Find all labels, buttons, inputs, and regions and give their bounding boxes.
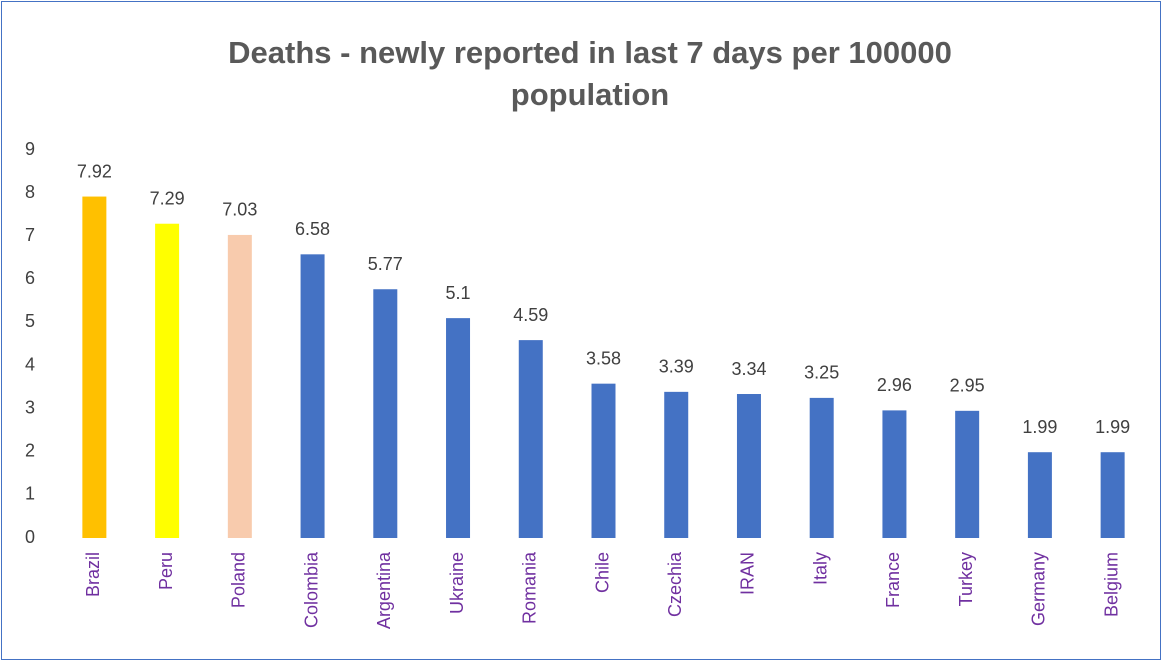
x-tick-label: Argentina [374,551,394,629]
data-label: 5.1 [446,283,471,303]
bar [373,289,398,538]
x-tick-label: Colombia [301,551,321,628]
bar [591,383,616,538]
data-label: 3.58 [586,348,621,368]
bar [82,196,107,538]
bar [882,410,907,538]
bar [1100,452,1125,538]
bar [155,223,180,538]
x-tick-label: Peru [156,552,176,590]
data-label: 3.34 [731,359,766,379]
bar [446,318,471,538]
y-tick-label: 6 [25,268,35,288]
x-tick-label: Turkey [956,552,976,606]
data-label: 7.29 [150,188,185,208]
bar [955,410,980,538]
data-label: 2.95 [950,376,985,396]
data-label: 4.59 [513,305,548,325]
y-tick-label: 2 [25,441,35,461]
y-tick-label: 3 [25,397,35,417]
data-label: 3.25 [804,363,839,383]
y-tick-label: 9 [25,139,35,159]
y-tick-label: 4 [25,354,35,374]
data-label: 1.99 [1095,417,1130,437]
x-tick-label: IRAN [738,552,758,595]
y-tick-label: 0 [25,527,35,547]
data-label: 5.77 [368,254,403,274]
bar [518,340,543,538]
x-tick-label: Italy [810,552,830,585]
bar [809,397,834,538]
bar [664,391,689,538]
x-tick-label: France [883,552,903,608]
data-label: 3.39 [659,357,694,377]
data-label: 6.58 [295,219,330,239]
x-tick-label: Brazil [83,552,103,597]
data-label: 2.96 [877,375,912,395]
data-label: 7.92 [77,161,112,181]
data-label: 1.99 [1022,417,1057,437]
bar [300,254,325,538]
bar [227,234,252,538]
y-tick-label: 1 [25,484,35,504]
x-tick-label: Belgium [1101,552,1121,617]
data-label: 7.03 [222,200,257,220]
y-tick-label: 8 [25,182,35,202]
bar [736,394,761,538]
y-tick-label: 7 [25,225,35,245]
x-tick-label: Chile [592,552,612,593]
chart-title: Deaths - newly reported in last 7 days p… [228,35,952,112]
y-tick-label: 5 [25,311,35,331]
x-tick-label: Ukraine [447,552,467,614]
x-tick-label: Germany [1029,552,1049,626]
x-tick-label: Romania [520,551,540,624]
x-tick-label: Poland [229,552,249,608]
x-tick-label: Czechia [665,551,685,617]
bar [1027,452,1052,538]
